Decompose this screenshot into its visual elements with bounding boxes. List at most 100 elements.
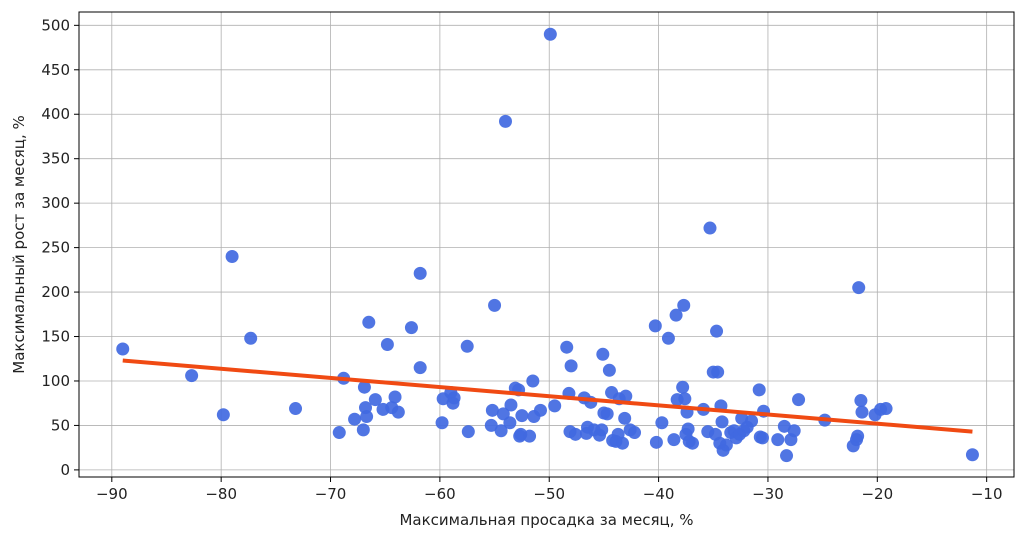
scatter-point (745, 414, 759, 428)
scatter-point (648, 319, 662, 333)
scatter-point (503, 416, 517, 430)
grid-lines (79, 12, 1014, 477)
y-tick-label: 0 (60, 461, 70, 479)
scatter-point (595, 423, 609, 437)
scatter-point (225, 250, 239, 264)
scatter-point (667, 433, 681, 447)
scatter-point (488, 298, 502, 312)
y-tick-label: 150 (41, 328, 70, 346)
scatter-point (678, 392, 692, 406)
scatter-point (780, 449, 794, 463)
x-axis-label: Максимальная просадка за месяц, % (399, 511, 693, 529)
scatter-point (485, 403, 499, 417)
scatter-point (413, 266, 427, 280)
scatter-point (484, 418, 498, 432)
scatter-point (655, 416, 669, 430)
scatter-point (360, 410, 374, 424)
y-axis-label: Максимальный рост за месяц, % (10, 115, 28, 374)
scatter-point (681, 422, 695, 436)
scatter-point (216, 408, 230, 422)
scatter-point (649, 435, 663, 449)
scatter-point (548, 399, 562, 413)
scatter-point (515, 409, 529, 423)
scatter-point (413, 361, 427, 375)
scatter-point (498, 114, 512, 128)
scatter-point (628, 426, 642, 440)
scatter-point (447, 391, 461, 405)
scatter-point (116, 342, 130, 356)
y-tick-label: 450 (41, 61, 70, 79)
scatter-point (669, 308, 683, 322)
y-tick-label: 100 (41, 372, 70, 390)
scatter-point (435, 416, 449, 430)
scatter-point (710, 324, 724, 338)
y-tick-label: 350 (41, 150, 70, 168)
scatter-point (244, 331, 258, 345)
y-tick-label: 200 (41, 283, 70, 301)
scatter-point (616, 436, 630, 450)
scatter-point (854, 394, 868, 408)
scatter-point (661, 331, 675, 345)
scatter-point (618, 411, 632, 425)
scatter-point (356, 423, 370, 437)
scatter-point (719, 438, 733, 452)
scatter-point (289, 402, 303, 416)
scatter-point (852, 281, 866, 295)
scatter-point (523, 429, 537, 443)
x-tick-label: −60 (424, 485, 456, 503)
scatter-point (965, 448, 979, 462)
scatter-point (348, 412, 362, 426)
scatter-point (526, 374, 540, 388)
x-tick-label: −70 (315, 485, 347, 503)
scatter-point (677, 298, 691, 312)
scatter-point (368, 393, 382, 407)
scatter-point (461, 425, 475, 439)
scatter-point (676, 380, 690, 394)
scatter-point (771, 433, 785, 447)
scatter-points (116, 27, 979, 463)
scatter-point (391, 405, 405, 419)
x-tick-label: −40 (643, 485, 675, 503)
scatter-point (600, 407, 614, 421)
scatter-point (879, 402, 893, 416)
scatter-point (596, 347, 610, 361)
scatter-point (496, 407, 510, 421)
scatter-point (855, 405, 869, 419)
scatter-point (715, 415, 729, 429)
scatter-point (185, 369, 199, 383)
scatter-point (332, 426, 346, 440)
scatter-point (460, 339, 474, 353)
scatter-point (568, 427, 582, 441)
scatter-point (564, 359, 578, 373)
scatter-point (777, 419, 791, 433)
scatter-point (787, 424, 801, 438)
y-tick-label: 50 (51, 416, 70, 434)
x-tick-label: −10 (971, 485, 1003, 503)
scatter-point (533, 403, 547, 417)
scatter-point (792, 393, 806, 407)
scatter-point (404, 321, 418, 335)
y-tick-label: 300 (41, 194, 70, 212)
scatter-point (602, 363, 616, 377)
y-tick-label: 250 (41, 239, 70, 257)
scatter-point (711, 365, 725, 379)
trend-line (122, 358, 973, 434)
scatter-point (619, 389, 633, 403)
x-tick-label: −80 (205, 485, 237, 503)
x-tick-label: −20 (861, 485, 893, 503)
scatter-point (504, 398, 518, 412)
x-tick-label: −50 (533, 485, 565, 503)
scatter-point (560, 340, 574, 354)
scatter-point (362, 315, 376, 329)
x-tick-label: −90 (96, 485, 128, 503)
scatter-point (851, 429, 865, 443)
scatter-point (703, 221, 717, 235)
scatter-point (380, 338, 394, 352)
trend-line-group (122, 358, 973, 434)
scatter-point (755, 431, 769, 445)
scatter-point (543, 27, 557, 41)
x-tick-label: −30 (752, 485, 784, 503)
scatter-point (388, 390, 402, 404)
scatter-point (752, 383, 766, 397)
